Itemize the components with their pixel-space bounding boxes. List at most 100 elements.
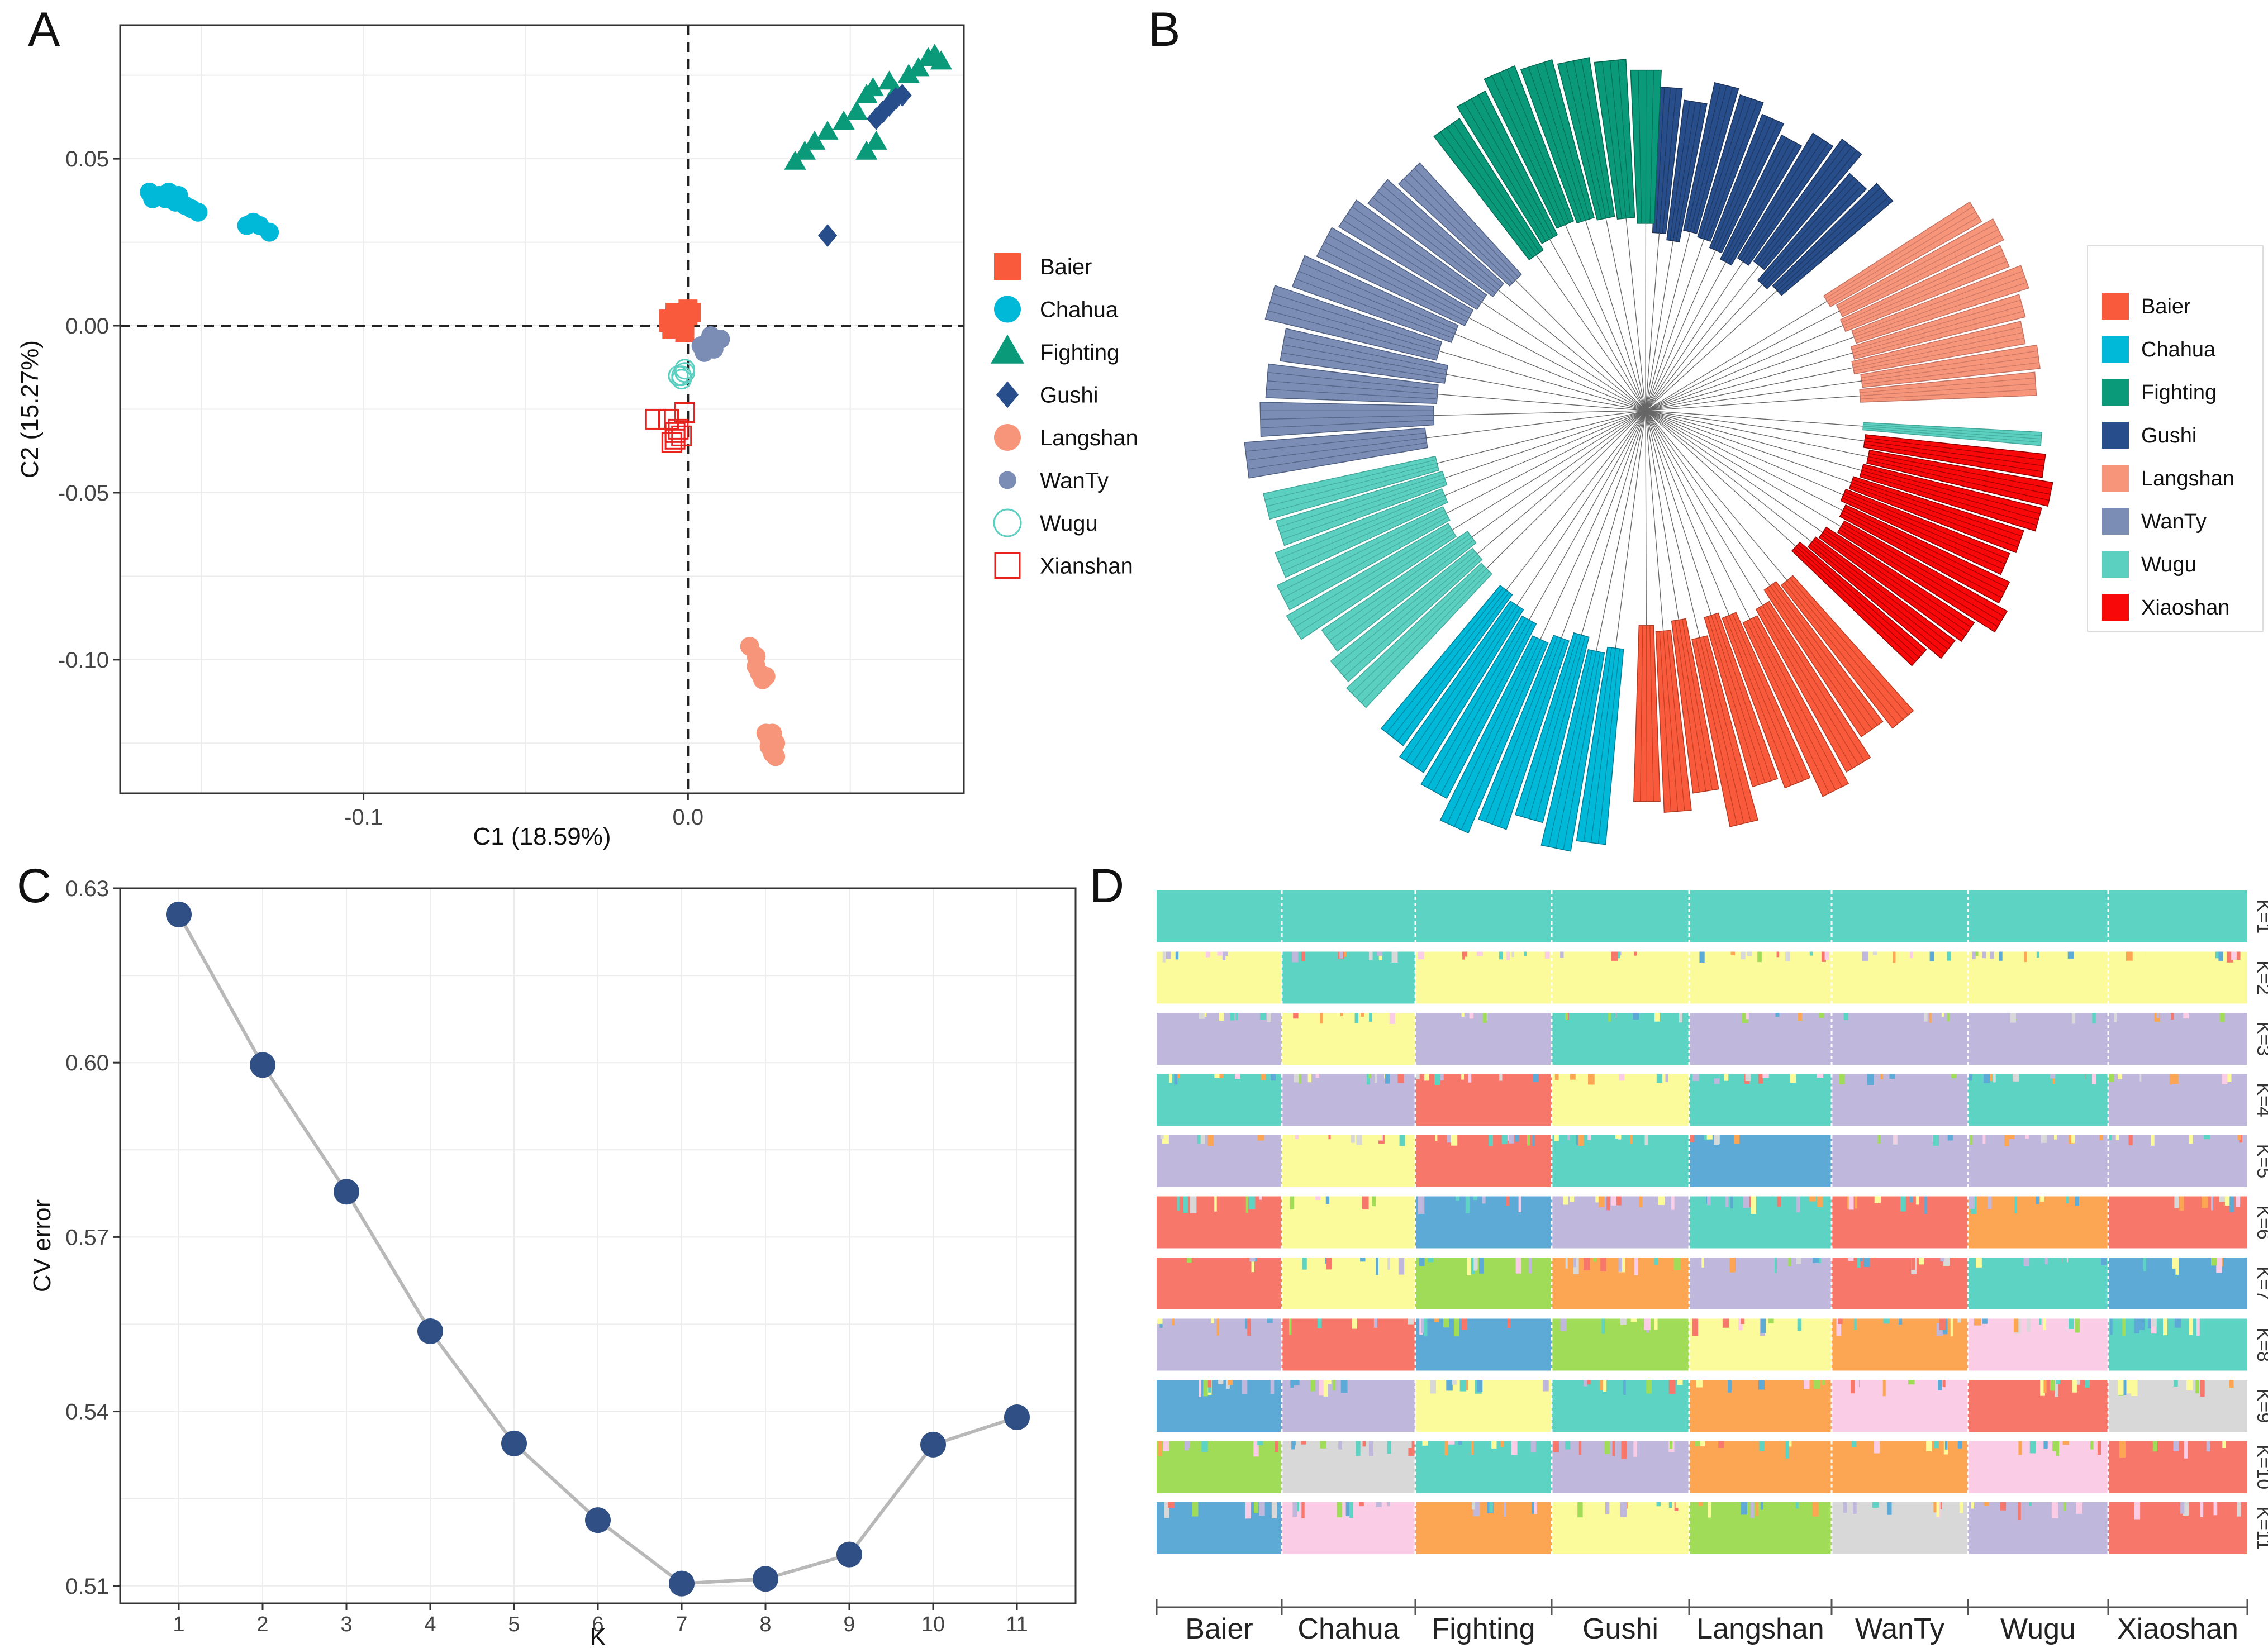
a-point-wanty — [695, 342, 714, 362]
d-admix-segment — [1351, 1135, 1355, 1143]
d-admix-segment — [1245, 1318, 1248, 1329]
b-branch — [1645, 410, 1862, 471]
d-admix-segment — [1421, 1318, 1424, 1333]
c-point — [250, 1052, 275, 1078]
b-tip-line — [1556, 651, 1597, 849]
d-admix-segment — [1971, 1502, 1975, 1509]
b-branch — [1645, 239, 1705, 411]
d-block-k2-fighting — [1415, 951, 1552, 1004]
d-admix-segment — [1408, 1441, 1415, 1456]
d-admix-segment — [2169, 1074, 2172, 1085]
d-admix-segment — [1701, 1013, 1704, 1021]
d-admix-segment — [1467, 1258, 1471, 1275]
c-point — [836, 1541, 862, 1568]
b-tip-line — [1471, 98, 1550, 240]
c-x-tick-label: 6 — [592, 1613, 603, 1636]
d-admix-segment — [1855, 1196, 1858, 1209]
b-branch — [1446, 374, 1646, 411]
d-admix-segment — [1757, 951, 1762, 963]
b-tip-line — [1617, 59, 1631, 218]
b-tip-line — [1672, 102, 1696, 241]
d-admix-segment — [1634, 951, 1637, 956]
d-admix-segment — [1618, 1258, 1623, 1272]
b-tip-line — [1839, 529, 1999, 627]
b-tip-line — [1862, 467, 2041, 515]
a-legend-label-langshan: Langshan — [1040, 426, 1138, 450]
d-admix-segment — [1620, 1502, 1627, 1517]
d-admix-segment — [2023, 1258, 2030, 1267]
d-admix-segment — [2200, 1380, 2205, 1397]
d-admix-segment — [2069, 1318, 2074, 1329]
b-wedge-wugu — [1321, 531, 1477, 652]
d-admix-segment — [1692, 1074, 1699, 1082]
d-admix-segment — [1741, 1502, 1747, 1515]
b-tip-line — [1703, 98, 1752, 240]
panel-label-d: D — [1090, 859, 1124, 913]
d-admix-segment — [1991, 1013, 1998, 1022]
d-admix-segment — [2145, 951, 2151, 960]
d-admix-segment — [2156, 1013, 2160, 1018]
d-admix-segment — [1593, 1258, 1596, 1262]
b-wedge-langshan — [1851, 321, 2026, 375]
d-admix-segment — [2170, 1502, 2174, 1507]
b-wedge-fighting — [1484, 65, 1575, 229]
b-wedge-chahua — [1540, 649, 1605, 852]
d-admix-segment — [1219, 1013, 1224, 1021]
b-tip-line — [1269, 302, 1439, 351]
d-admix-segment — [1758, 1380, 1765, 1390]
d-row-label: K=1 — [2253, 899, 2268, 933]
b-tip-line — [1853, 311, 2024, 356]
d-admix-segment — [1599, 1380, 1606, 1390]
d-population-label-wanty: WanTy — [1855, 1613, 1944, 1645]
b-branch — [1625, 218, 1646, 411]
b-legend-label-baier: Baier — [2141, 295, 2191, 318]
d-admix-segment — [1603, 1380, 1607, 1392]
c-point — [166, 901, 192, 927]
b-tip-line — [1767, 588, 1867, 733]
d-block-k6-wanty — [1832, 1196, 1968, 1249]
b-branch — [1645, 410, 1730, 616]
b-tip-line — [1329, 537, 1472, 641]
d-admix-segment — [1860, 1258, 1863, 1261]
b-tip-line — [1347, 213, 1482, 303]
d-admix-segment — [1377, 1135, 1382, 1141]
a-legend-key-chahua — [994, 296, 1021, 323]
d-admix-segment — [1387, 1441, 1391, 1454]
d-admix-segment — [1768, 1318, 1774, 1324]
d-admix-segment — [2066, 1196, 2069, 1204]
d-admix-segment — [2237, 1502, 2241, 1517]
d-admix-segment — [1544, 951, 1550, 959]
d-admix-segment — [1518, 1196, 1521, 1212]
b-tip-line — [1658, 87, 1671, 233]
d-admix-segment — [1448, 1441, 1455, 1445]
d-admix-segment — [1665, 1074, 1668, 1082]
d-block-k10-fighting — [1415, 1441, 1552, 1493]
d-admix-segment — [1422, 1441, 1428, 1446]
d-admix-segment — [1511, 1441, 1518, 1455]
d-admix-segment — [1270, 1380, 1275, 1394]
d-admix-segment — [1855, 1380, 1860, 1397]
d-admix-segment — [1339, 951, 1343, 959]
d-admix-segment — [1516, 1135, 1523, 1140]
d-admix-segment — [2189, 1318, 2193, 1335]
a-point-fighting — [833, 110, 855, 130]
d-admix-segment — [1307, 1074, 1312, 1083]
b-tip-line — [1761, 150, 1857, 268]
d-admix-segment — [1780, 1135, 1783, 1142]
c-y-tick-label: 0.51 — [65, 1574, 109, 1599]
b-wedge-gushi — [1737, 132, 1834, 266]
d-admix-segment — [1261, 1074, 1266, 1080]
b-tip-line — [1499, 72, 1566, 225]
panel-label-c: C — [17, 859, 51, 913]
d-block-k8-chahua — [1282, 1318, 1415, 1371]
d-admix-segment — [1982, 1135, 1986, 1144]
d-admix-segment — [1667, 1318, 1672, 1332]
d-admix-segment — [2134, 1318, 2139, 1333]
b-wedge-gushi — [1666, 99, 1708, 242]
d-admix-segment — [2202, 1196, 2208, 1208]
d-admix-segment — [1534, 1502, 1537, 1514]
d-admix-segment — [1941, 1013, 1944, 1017]
d-admix-segment — [1701, 1258, 1704, 1268]
d-admix-segment — [1456, 1196, 1462, 1209]
b-tip-line — [1521, 634, 1578, 817]
